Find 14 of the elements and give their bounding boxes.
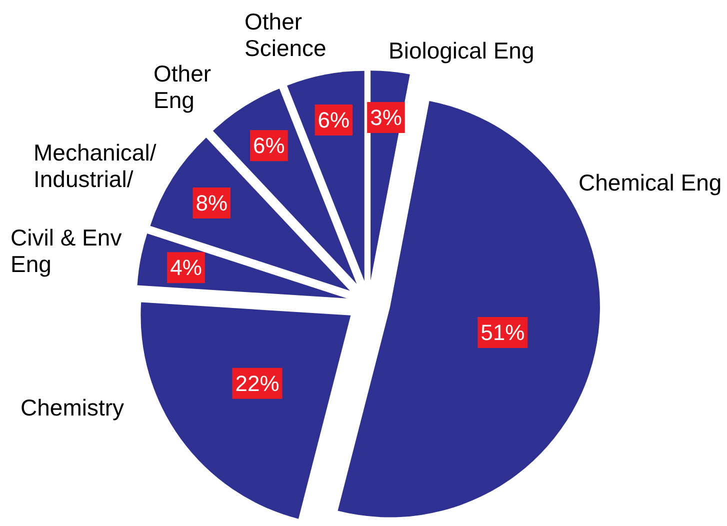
data-label: 6%: [253, 133, 285, 158]
slice-label: Other Science: [244, 8, 326, 61]
slice-label: Other Eng: [154, 60, 212, 113]
slice-label: Mechanical/ Industrial/: [34, 140, 157, 192]
slice-label: Civil & Env Eng: [10, 224, 122, 277]
data-label: 8%: [196, 190, 228, 216]
data-label: 22%: [235, 370, 280, 396]
slice-label: Chemical Eng: [578, 170, 722, 196]
data-label: 6%: [318, 107, 350, 132]
slice-label: Biological Eng: [388, 38, 534, 64]
data-label: 51%: [480, 320, 525, 345]
slice-label: Chemistry: [20, 394, 125, 420]
data-label: 3%: [370, 105, 402, 130]
data-label: 4%: [170, 255, 202, 280]
